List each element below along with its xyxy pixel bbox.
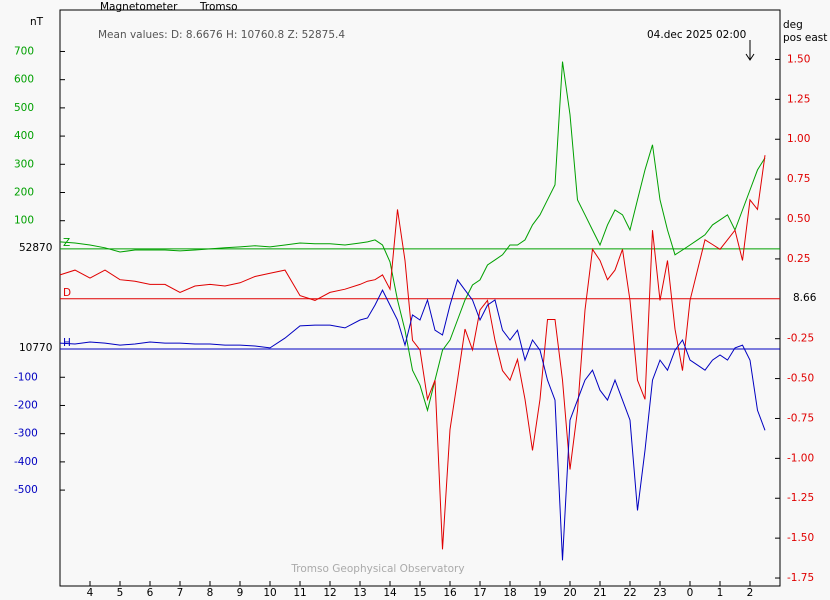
x-tick-label: 20: [563, 587, 576, 599]
y-axis-label: nT: [30, 16, 44, 28]
y-tick-label: 400: [14, 130, 34, 142]
x-tick-label: 9: [237, 587, 244, 599]
x-tick-label: 17: [473, 587, 486, 599]
legend-label: Z: [63, 237, 70, 249]
mean-values: Mean values: D: 8.6676 H: 10760.8 Z: 528…: [98, 29, 345, 41]
y-tick-label: 600: [14, 74, 34, 86]
footer: Tromso Geophysical Observatory: [290, 563, 464, 575]
x-tick-label: 7: [177, 587, 184, 599]
y2-tick-label: -0.25: [787, 333, 814, 345]
x-tick-label: 8: [207, 587, 214, 599]
y2-tick-label: 0.75: [787, 173, 810, 185]
y2-axis-label: pos east: [783, 32, 827, 44]
y-tick-label: -500: [14, 484, 38, 496]
y2-tick-label: -1.75: [787, 572, 814, 584]
y2-tick-label: 0.25: [787, 253, 810, 265]
x-tick-label: 13: [353, 587, 366, 599]
x-tick-label: 10: [263, 587, 276, 599]
y-tick-label: 200: [14, 187, 34, 199]
y-tick-label: -400: [14, 456, 38, 468]
legend-label: D: [63, 287, 71, 299]
x-tick-label: 16: [443, 587, 457, 599]
x-tick-label: 19: [533, 587, 546, 599]
y2-tick-label: -1.50: [787, 532, 814, 544]
series-line: [59, 155, 766, 550]
y2-tick-label: -1.25: [787, 492, 814, 504]
y-tick-label: 52870: [19, 242, 52, 254]
chart-title: Magnetometer: [100, 1, 178, 13]
series-line: [59, 278, 766, 561]
x-tick-label: 15: [413, 587, 426, 599]
y2-axis-label: deg: [783, 19, 803, 31]
y-tick-label: 300: [14, 158, 34, 170]
y-tick-label: -100: [14, 371, 38, 383]
x-tick-label: 2: [747, 587, 754, 599]
y-tick-label: 500: [14, 102, 34, 114]
y-tick-label: -300: [14, 428, 38, 440]
y2-tick-label: 8.66: [793, 292, 817, 304]
legend-label: H: [63, 337, 71, 349]
series-line: [59, 61, 766, 413]
chart-subtitle: Tromso: [199, 1, 238, 13]
y2-tick-label: -0.50: [787, 373, 814, 385]
x-tick-label: 1: [717, 587, 724, 599]
y2-tick-label: -1.00: [787, 452, 814, 464]
y-tick-label: 10770: [19, 342, 52, 354]
time-arrow: [745, 40, 755, 61]
timestamp: 04.dec 2025 02:00: [647, 29, 746, 41]
y2-tick-label: 1.00: [787, 133, 810, 145]
x-tick-label: 23: [653, 587, 666, 599]
x-tick-label: 22: [623, 587, 636, 599]
x-tick-label: 4: [87, 587, 94, 599]
x-tick-label: 5: [117, 587, 124, 599]
y-tick-label: 700: [14, 45, 34, 57]
x-tick-label: 6: [147, 587, 154, 599]
y2-tick-label: 1.50: [787, 53, 810, 65]
y2-tick-label: 1.25: [787, 93, 810, 105]
x-tick-label: 11: [293, 587, 306, 599]
y2-tick-label: 0.50: [787, 213, 810, 225]
x-tick-label: 0: [687, 587, 694, 599]
x-tick-label: 12: [323, 587, 336, 599]
y-tick-label: 100: [14, 215, 34, 227]
y-tick-label: -200: [14, 399, 38, 411]
x-tick-label: 21: [593, 587, 606, 599]
y2-tick-label: -0.75: [787, 412, 814, 424]
x-tick-label: 18: [503, 587, 516, 599]
x-tick-label: 14: [383, 587, 397, 599]
